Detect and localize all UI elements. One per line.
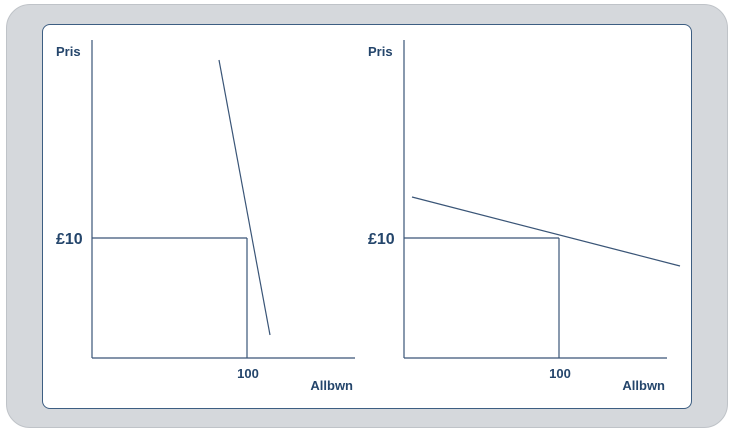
graph-left: Pris £10 100 Allbwn — [56, 40, 355, 393]
left-x-axis-label: Allbwn — [310, 378, 353, 393]
right-y-axis-label: Pris — [368, 44, 393, 59]
graph-right: Pris £10 100 Allbwn — [368, 40, 681, 393]
left-y-axis-label: Pris — [56, 44, 81, 59]
right-price-label: £10 — [368, 231, 395, 248]
left-demand-curve — [218, 59, 271, 336]
diagram-panel — [42, 24, 692, 409]
right-x-axis-label: Allbwn — [622, 378, 665, 393]
right-quantity-label: 100 — [549, 366, 571, 381]
right-demand-curve — [411, 196, 681, 267]
left-price-label: £10 — [56, 231, 83, 248]
left-quantity-label: 100 — [237, 366, 259, 381]
